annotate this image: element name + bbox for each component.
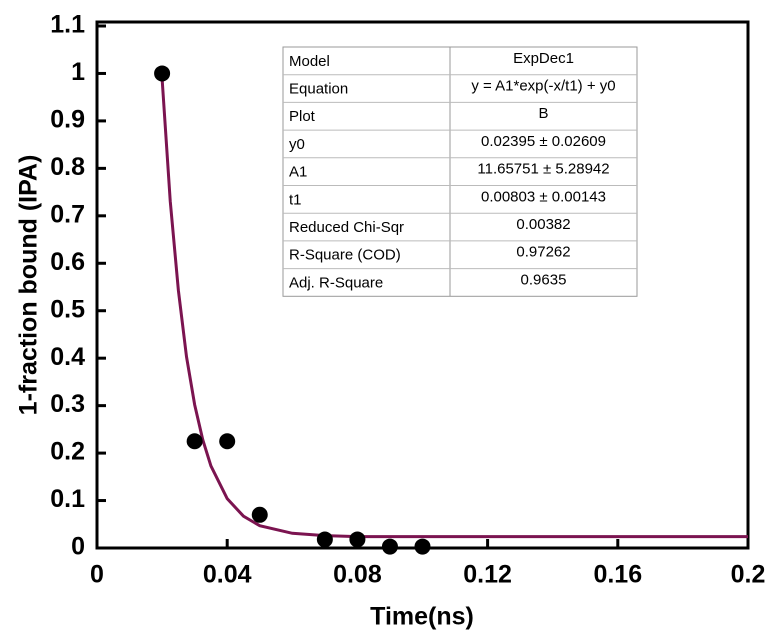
data-point xyxy=(219,433,236,450)
data-point xyxy=(154,65,171,82)
y-tick-label: 1 xyxy=(71,58,85,86)
y-tick-label: 0.4 xyxy=(50,343,85,371)
y-tick-label: 0.6 xyxy=(50,248,85,276)
y-tick-label: 0.3 xyxy=(50,390,85,418)
table-cell: y = A1*exp(-x/t1) + y0 xyxy=(471,78,615,95)
data-point xyxy=(186,433,203,450)
data-point xyxy=(316,531,333,548)
data-point xyxy=(414,538,431,555)
y-axis-title: 1-fraction bound (IPA) xyxy=(15,155,43,416)
x-tick-label: 0.2 xyxy=(731,561,766,589)
y-tick-label: 0.8 xyxy=(50,153,85,181)
table-cell: 0.00382 xyxy=(516,216,570,233)
table-cell: R-Square (COD) xyxy=(289,247,401,264)
table-cell: t1 xyxy=(289,191,302,208)
table-cell: 0.00803 ± 0.00143 xyxy=(481,188,606,205)
table-box xyxy=(282,46,638,297)
table-cell: Reduced Chi-Sqr xyxy=(289,219,404,236)
data-point xyxy=(381,538,398,555)
table-cell: 0.02395 ± 0.02609 xyxy=(481,133,606,150)
table-cell: 0.9635 xyxy=(521,271,567,288)
table-cell: A1 xyxy=(289,164,307,181)
table-cell: y0 xyxy=(289,136,305,153)
y-tick-label: 0.2 xyxy=(50,438,85,466)
data-point xyxy=(349,531,366,548)
y-tick-label: 0.7 xyxy=(50,200,85,228)
x-tick-label: 0.12 xyxy=(463,561,512,589)
table-cell: B xyxy=(538,105,548,122)
x-axis-title: Time(ns) xyxy=(370,603,474,631)
table-cell: 11.65751 ± 5.28942 xyxy=(477,161,609,178)
table-cell: Adj. R-Square xyxy=(289,274,383,291)
x-tick-label: 0 xyxy=(90,561,104,589)
y-tick-label: 0.5 xyxy=(50,295,85,323)
x-tick-label: 0.08 xyxy=(333,561,382,589)
table-cell: Plot xyxy=(289,108,316,125)
y-tick-label: 1.1 xyxy=(50,11,85,39)
y-tick-label: 0.1 xyxy=(50,485,85,513)
table-cell: Equation xyxy=(289,81,348,98)
y-tick-label: 0 xyxy=(71,533,85,561)
x-tick-label: 0.16 xyxy=(593,561,642,589)
data-point xyxy=(251,506,268,523)
table-cell: 0.97262 xyxy=(516,244,570,261)
table-cell: ExpDec1 xyxy=(513,50,574,67)
table-cell: Model xyxy=(289,53,330,70)
y-tick-label: 0.9 xyxy=(50,106,85,134)
fit-curve xyxy=(160,78,748,539)
x-tick-label: 0.04 xyxy=(203,561,252,589)
